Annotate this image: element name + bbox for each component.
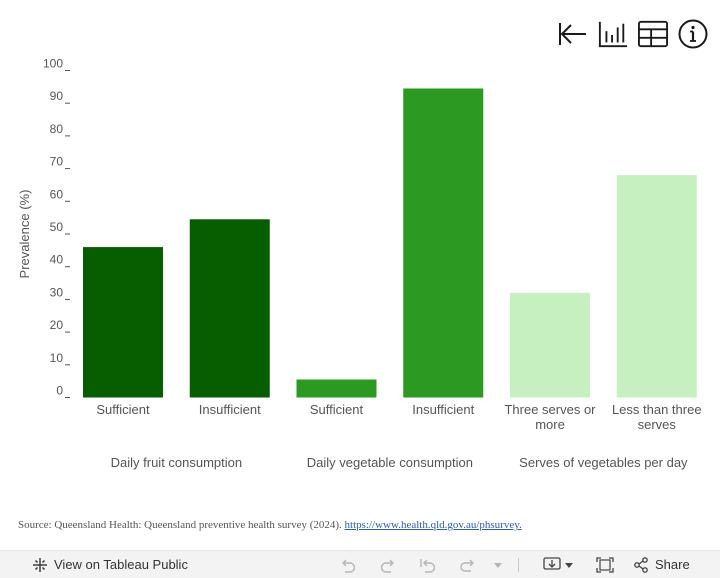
y-axis-title: Prevalence (%) xyxy=(17,190,32,279)
revert-to-start-icon xyxy=(559,23,586,45)
pause-dropdown-button[interactable] xyxy=(492,561,504,569)
bar xyxy=(616,175,697,398)
y-tick-label: 0 xyxy=(56,384,63,398)
tableau-logo-icon xyxy=(33,557,47,572)
bar xyxy=(403,88,484,398)
x-category-label: Less than three xyxy=(612,402,702,417)
x-category-label: Insufficient xyxy=(412,402,474,417)
y-tick-label: 30 xyxy=(50,285,64,299)
revert-icon xyxy=(420,558,436,573)
x-category-label: Sufficient xyxy=(96,402,150,417)
bar-chart: 0 10 20 30 40 50 60 70 80 90 100 Prevalence (%) Suff… xyxy=(17,57,702,471)
revert-all-button[interactable] xyxy=(418,557,438,573)
x-category-label: more xyxy=(535,417,565,432)
x-category-label: Insufficient xyxy=(199,402,261,417)
table-view-button[interactable] xyxy=(638,16,668,52)
chevron-down-icon xyxy=(494,562,502,568)
y-tick-label: 100 xyxy=(43,57,63,71)
y-tick-label: 10 xyxy=(50,351,64,365)
revert-button[interactable] xyxy=(558,16,588,52)
bar xyxy=(510,292,590,398)
bar xyxy=(83,247,163,398)
bottom-toolbar: View on Tableau Public xyxy=(0,550,720,578)
chart-view-button[interactable] xyxy=(598,16,628,52)
bar xyxy=(296,379,377,398)
y-tick-label: 60 xyxy=(50,187,64,201)
view-on-tableau-button[interactable]: View on Tableau Public xyxy=(32,557,188,573)
x-category-label: serves xyxy=(638,417,677,432)
share-label: Share xyxy=(655,557,690,572)
fullscreen-icon xyxy=(596,556,614,573)
bar xyxy=(189,219,270,398)
source-text: Source: Queensland Health: Queensland pr… xyxy=(18,519,342,531)
x-group-label: Daily fruit consumption xyxy=(111,455,243,470)
x-category-label: Three serves or xyxy=(504,402,596,417)
table-view-icon xyxy=(638,20,668,48)
redo-icon xyxy=(380,559,394,573)
download-icon xyxy=(543,556,573,570)
undo-button[interactable] xyxy=(338,557,358,573)
x-category-label: Sufficient xyxy=(310,402,364,417)
refresh-button[interactable] xyxy=(458,557,478,573)
share-button[interactable]: Share xyxy=(633,556,690,573)
x-group-label: Serves of vegetables per day xyxy=(519,455,688,470)
y-tick-label: 90 xyxy=(50,89,64,103)
x-group-label: Daily vegetable consumption xyxy=(307,455,473,470)
y-tick-label: 80 xyxy=(50,122,64,136)
refresh-icon xyxy=(460,559,474,572)
source-note: Source: Queensland Health: Queensland pr… xyxy=(18,519,522,531)
y-tick-label: 50 xyxy=(50,220,64,234)
y-tick-label: 70 xyxy=(50,155,64,169)
info-icon xyxy=(678,19,708,49)
top-toolbar xyxy=(558,16,708,52)
redo-button[interactable] xyxy=(378,557,398,573)
share-icon xyxy=(634,556,648,573)
y-tick-label: 20 xyxy=(50,318,64,332)
tableau-link-label: View on Tableau Public xyxy=(54,557,188,572)
fullscreen-button[interactable] xyxy=(595,556,615,573)
y-tick-label: 40 xyxy=(50,253,64,267)
viz-controls: Share xyxy=(338,551,690,578)
download-button[interactable] xyxy=(543,556,577,573)
info-button[interactable] xyxy=(678,16,708,52)
toolbar-separator xyxy=(518,557,519,572)
bar-chart-icon xyxy=(598,21,628,48)
undo-icon xyxy=(342,559,356,573)
source-link[interactable]: https://www.health.qld.gov.au/phsurvey. xyxy=(344,519,522,531)
